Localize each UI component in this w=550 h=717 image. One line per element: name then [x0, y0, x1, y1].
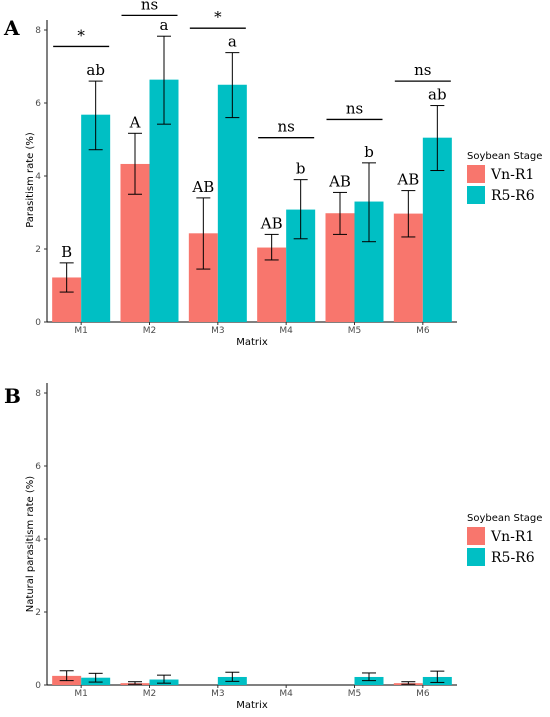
panel-b-y-tick-label: 4	[35, 535, 41, 545]
panel-a-comparison-label: ns	[346, 99, 363, 117]
panel-a-significance-letter: b	[296, 160, 306, 178]
panel-a-x-axis-title: Matrix	[236, 337, 268, 348]
panel-a-letter: A	[3, 16, 20, 40]
panel-a-y-tick-label: 8	[35, 26, 41, 36]
panel-b-plot-area: 0 2 4 6 8 M1 M2 M3 M4 M5 M6	[35, 383, 457, 699]
panel-b-y-tick-label: 8	[35, 389, 41, 399]
panel-b-x-axis-title: Matrix	[236, 700, 268, 711]
panel-a-x-tick-label: M6	[416, 326, 430, 336]
panel-b-x-tick-label: M4	[279, 689, 293, 699]
panel-b-x-tick-label: M2	[143, 689, 157, 699]
panel-a-significance-letter: A	[129, 113, 141, 131]
panel-a-significance-letter: a	[228, 33, 237, 51]
panel-a-bar-r5-r6-m3	[217, 84, 247, 322]
panel-a-comparison-label: *	[214, 8, 222, 26]
panel-a-x-tick-label: M4	[279, 326, 293, 336]
panel-b-x-tick-label: M1	[74, 689, 88, 699]
panel-a: A Parasitism rate (%) Matrix 02468M1Bab*…	[3, 0, 542, 348]
panel-a-y-tick-label: 6	[35, 99, 41, 109]
panel-a-comparison-label: ns	[414, 61, 431, 79]
panel-b-legend-title: Soybean Stage	[467, 513, 542, 524]
panel-a-significance-letter: AB	[260, 214, 283, 232]
panel-a-legend-swatch-vn-r1	[467, 165, 485, 183]
panel-a-significance-letter: ab	[428, 86, 447, 104]
panel-a-significance-letter: AB	[191, 178, 214, 196]
panel-a-legend-label-vn-r1: Vn-R1	[490, 167, 534, 183]
panel-a-x-tick-label: M5	[348, 326, 362, 336]
panel-b-legend-label-r5-r6: R5-R6	[491, 550, 535, 566]
panel-a-comparison-label: ns	[277, 118, 294, 136]
panel-b-x-tick-label: M6	[416, 689, 430, 699]
panel-a-x-tick-label: M1	[74, 326, 88, 336]
panel-a-y-tick-label: 0	[35, 318, 41, 328]
panel-b-legend-swatch-vn-r1	[467, 527, 485, 545]
panel-a-significance-letter: AB	[328, 172, 351, 190]
panel-a-legend-label-r5-r6: R5-R6	[491, 188, 535, 204]
panel-a-significance-letter: b	[364, 143, 374, 161]
panel-b-y-axis-title: Natural parasitism rate (%)	[25, 476, 36, 612]
panel-a-significance-letter: ab	[86, 61, 105, 79]
panel-a-significance-letter: a	[160, 16, 169, 34]
panel-a-y-axis-title: Parasitism rate (%)	[25, 132, 36, 228]
panel-a-y-tick-label: 4	[35, 172, 41, 182]
panel-b-y-tick-label: 6	[35, 462, 41, 472]
panel-b-legend-swatch-r5-r6	[467, 548, 485, 566]
panel-a-legend: Soybean Stage Vn-R1 R5-R6	[467, 151, 542, 204]
panel-b-letter: B	[4, 384, 21, 408]
panel-b-legend: Soybean Stage Vn-R1 R5-R6	[467, 513, 542, 566]
panel-a-comparison-label: *	[77, 26, 85, 44]
panel-a-comparison-label: ns	[141, 0, 158, 13]
panel-a-legend-title: Soybean Stage	[467, 151, 542, 162]
panel-b-y-tick-label: 0	[35, 681, 41, 691]
panel-a-x-tick-label: M3	[211, 326, 225, 336]
panel-b-x-tick-label: M3	[211, 689, 225, 699]
panel-b-x-tick-label: M5	[348, 689, 362, 699]
panel-a-legend-swatch-r5-r6	[467, 186, 485, 204]
panel-a-y-tick-label: 2	[35, 245, 41, 255]
panel-a-x-tick-label: M2	[143, 326, 157, 336]
panel-b-y-tick-label: 2	[35, 608, 41, 618]
panel-b-legend-label-vn-r1: Vn-R1	[490, 529, 534, 545]
panel-a-significance-letter: AB	[396, 171, 419, 189]
panel-b: B Natural parasitism rate (%) Matrix 0 2 4…	[4, 383, 542, 711]
panel-a-significance-letter: B	[61, 243, 72, 261]
panel-a-plot-area: 02468M1Bab*M2AansM3ABa*M4ABbnsM5ABbnsM6A…	[35, 0, 457, 336]
